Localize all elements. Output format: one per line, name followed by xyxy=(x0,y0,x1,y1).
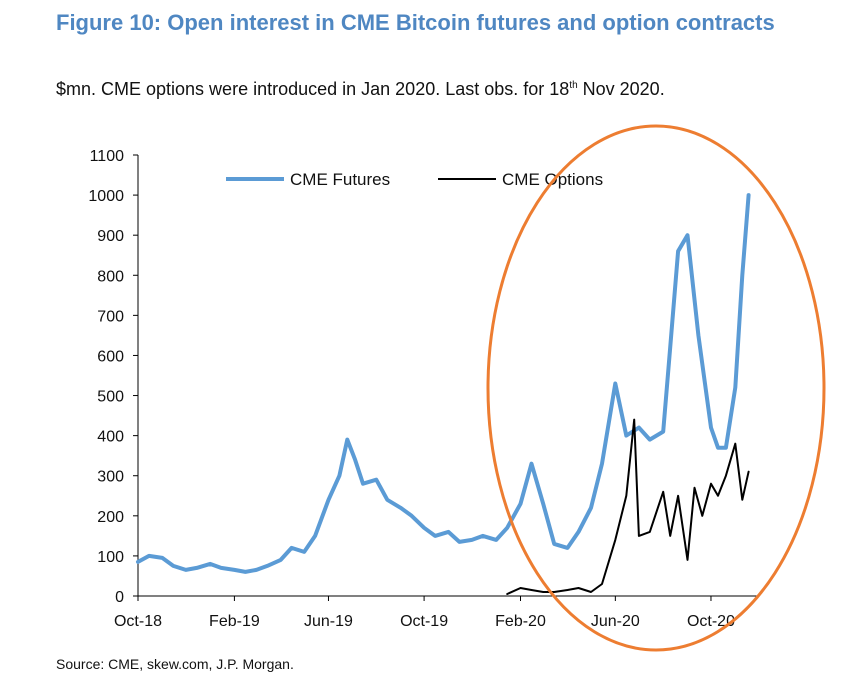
legend: CME Futures CME Options xyxy=(226,170,603,189)
y-tick-label: 800 xyxy=(97,268,124,285)
y-tick-label: 900 xyxy=(97,228,124,245)
y-tick-label: 300 xyxy=(97,469,124,486)
x-tick-label: Oct-19 xyxy=(400,613,448,630)
y-tick-label: 1000 xyxy=(88,188,124,205)
x-axis: Oct-18 Feb-19 Jun-19 Oct-19 Feb-20 Jun-20 Oct-… xyxy=(114,595,758,630)
x-tick-label: Jun-19 xyxy=(304,613,353,630)
subtitle-superscript: th xyxy=(569,80,578,91)
y-tick-label: 100 xyxy=(97,549,124,566)
series-layer xyxy=(136,193,751,595)
source-note: Source: CME, skew.com, J.P. Morgan. xyxy=(56,656,294,672)
y-tick-label: 400 xyxy=(97,429,124,446)
y-tick-label: 600 xyxy=(97,348,124,365)
chart-subtitle: $mn. CME options were introduced in Jan … xyxy=(56,74,776,104)
x-tick-label: Feb-19 xyxy=(209,613,260,630)
y-axis: 0 100 200 300 400 500 600 700 800 900 1000 1100 xyxy=(88,148,139,606)
y-tick-label: 1100 xyxy=(90,148,125,165)
x-tick-label: Oct-20 xyxy=(687,613,735,630)
y-tick-label: 700 xyxy=(97,308,124,325)
highlight-ellipse xyxy=(486,124,826,652)
subtitle-main: $mn. CME options were introduced in Jan … xyxy=(56,79,570,99)
y-tick-label: 0 xyxy=(115,589,124,606)
x-tick-label: Oct-18 xyxy=(114,613,162,630)
y-tick-label: 500 xyxy=(97,389,124,406)
chart-title: Figure 10: Open interest in CME Bitcoin … xyxy=(56,10,775,35)
x-tick-label: Feb-20 xyxy=(495,613,546,630)
legend-futures-label: CME Futures xyxy=(290,170,390,189)
x-tick-label: Jun-20 xyxy=(591,613,640,630)
options-series-line xyxy=(506,418,750,595)
futures-series-line xyxy=(136,193,751,574)
subtitle-end: Nov 2020. xyxy=(577,79,665,99)
y-tick-label: 200 xyxy=(97,509,124,526)
